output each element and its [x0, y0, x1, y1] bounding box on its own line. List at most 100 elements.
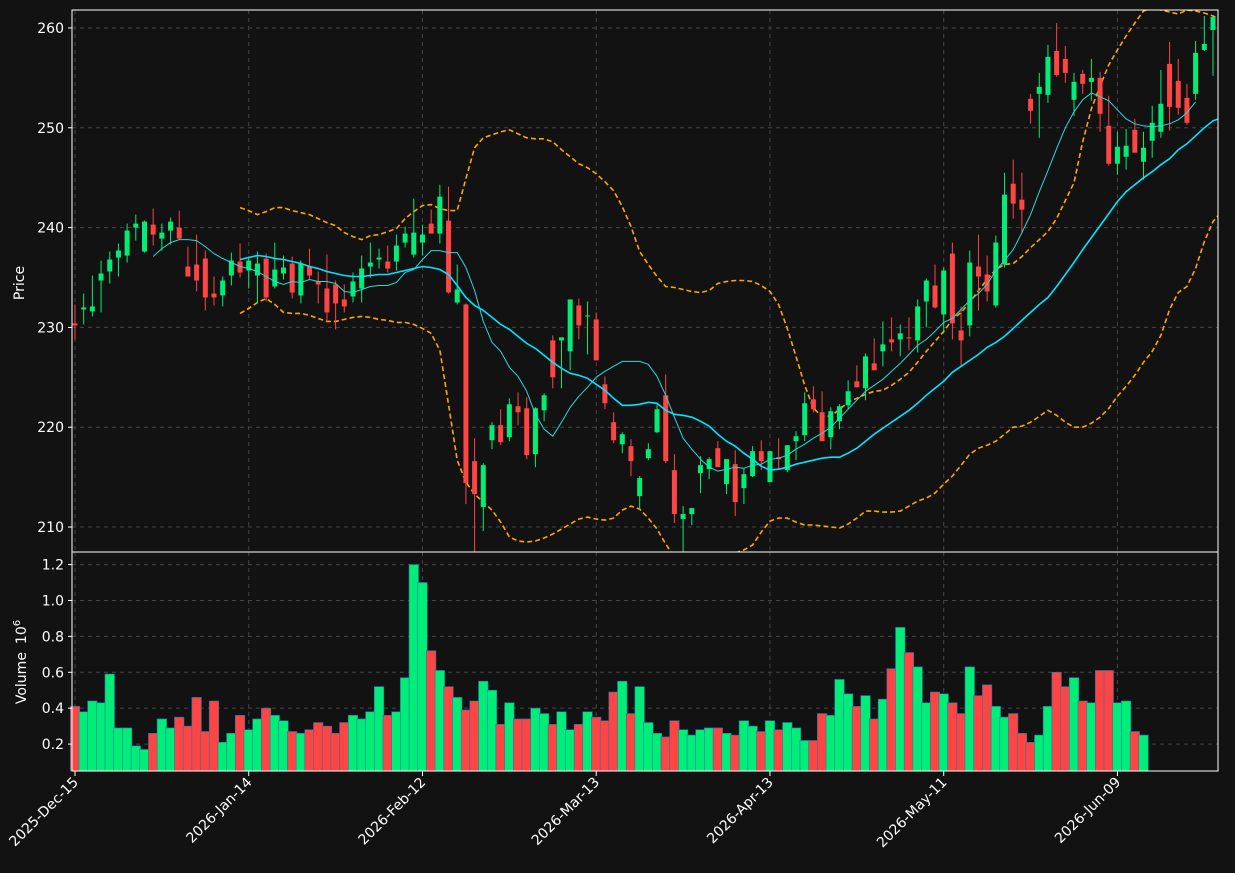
volume-bars — [69, 564, 1149, 772]
candle-body — [419, 234, 425, 243]
candle-body — [593, 319, 599, 361]
volume-bar — [738, 720, 749, 772]
candle-body — [89, 306, 95, 312]
candle-body — [1167, 63, 1173, 107]
volume-bar — [591, 716, 602, 772]
candle-body — [115, 250, 121, 258]
volume-tick-label: 1.2 — [42, 558, 64, 574]
candle-body — [472, 461, 478, 495]
volume-bar — [295, 733, 306, 772]
candle-body — [359, 268, 365, 289]
volume-bar — [486, 689, 498, 772]
volume-tick-label: 1.0 — [42, 593, 64, 609]
volume-bar — [165, 727, 176, 772]
volume-bar — [269, 715, 280, 772]
price-tick-label: 210 — [37, 520, 64, 536]
volume-bar — [921, 702, 932, 772]
volume-bar — [678, 729, 689, 772]
candle-body — [1002, 194, 1008, 265]
candle-body — [263, 258, 269, 298]
volume-bar — [651, 733, 663, 772]
candle-body — [124, 230, 130, 256]
candle-body — [863, 356, 869, 389]
volume-bar — [912, 666, 923, 772]
price-tick-label: 230 — [37, 320, 64, 336]
volume-bar — [313, 722, 324, 772]
volume-bar — [148, 733, 159, 772]
candle-body — [576, 305, 582, 326]
candle-body — [428, 223, 434, 234]
volume-bar — [373, 686, 385, 772]
candle-body — [437, 196, 443, 234]
candle-body — [619, 434, 625, 445]
volume-bar — [78, 711, 89, 772]
candle-body — [376, 257, 382, 260]
volume-axis-label: Volume 106 — [12, 620, 30, 704]
volume-bar — [521, 718, 532, 772]
candle-body — [341, 299, 347, 307]
candle-body — [194, 264, 200, 281]
candle-body — [350, 281, 356, 297]
volume-bar — [417, 582, 428, 772]
volume-bar — [808, 740, 819, 772]
candle-body — [680, 514, 686, 520]
candle-body — [663, 395, 669, 462]
volume-bar — [304, 729, 315, 772]
candle-body — [176, 227, 182, 239]
volume-bar — [1008, 713, 1019, 772]
candle-body — [150, 224, 156, 235]
volume-bar — [452, 697, 463, 772]
candle-body — [645, 449, 651, 459]
candle-body — [315, 281, 321, 285]
volume-bar — [643, 722, 654, 772]
candle-body — [1158, 103, 1164, 132]
candle-body — [515, 406, 521, 413]
volume-bar — [973, 695, 984, 772]
volume-bar — [495, 724, 506, 772]
volume-bar — [886, 668, 897, 772]
volume-bar — [990, 706, 1001, 772]
volume-bar — [721, 733, 732, 772]
volume-bar — [339, 722, 350, 772]
candle-body — [889, 339, 895, 343]
candle-body — [1114, 146, 1120, 164]
candle-body — [1175, 80, 1181, 108]
volume-bar — [1068, 677, 1080, 772]
volume-bar — [261, 707, 272, 772]
volume-bar — [895, 627, 906, 772]
candle-body — [706, 459, 712, 470]
candle-body — [1123, 145, 1129, 157]
price-grid — [72, 10, 1218, 552]
candle-body — [506, 404, 512, 438]
volume-bar — [1034, 734, 1045, 772]
candle-body — [480, 465, 486, 508]
volume-axis-label-exponent: 10 — [14, 626, 30, 644]
candle-body — [654, 409, 660, 433]
candle-body — [975, 266, 981, 277]
candle-body — [211, 293, 217, 298]
volume-bar — [1095, 670, 1106, 772]
candle-body — [767, 451, 773, 483]
volume-bar — [1103, 670, 1114, 772]
moving-averages — [152, 92, 1218, 472]
candle-body — [854, 381, 860, 388]
volume-bar — [226, 733, 237, 772]
price-tick-label: 260 — [37, 21, 64, 37]
volume-bar — [790, 727, 802, 772]
candle-body — [828, 411, 834, 438]
volume-bar — [686, 734, 697, 772]
candle-body — [810, 399, 816, 410]
candle-body — [446, 220, 452, 293]
volume-bar — [1042, 706, 1053, 772]
volume-bar — [582, 711, 593, 772]
volume-bar — [730, 734, 741, 772]
candle-body — [98, 273, 104, 281]
volume-bar — [877, 698, 888, 772]
candle-body — [871, 363, 877, 371]
volume-bar — [704, 727, 715, 772]
volume-bar — [712, 727, 723, 772]
volume-bar — [1077, 700, 1088, 772]
candle-body — [1106, 125, 1112, 164]
volume-tick-label: 0.2 — [42, 737, 64, 753]
volume-bar — [938, 693, 949, 772]
